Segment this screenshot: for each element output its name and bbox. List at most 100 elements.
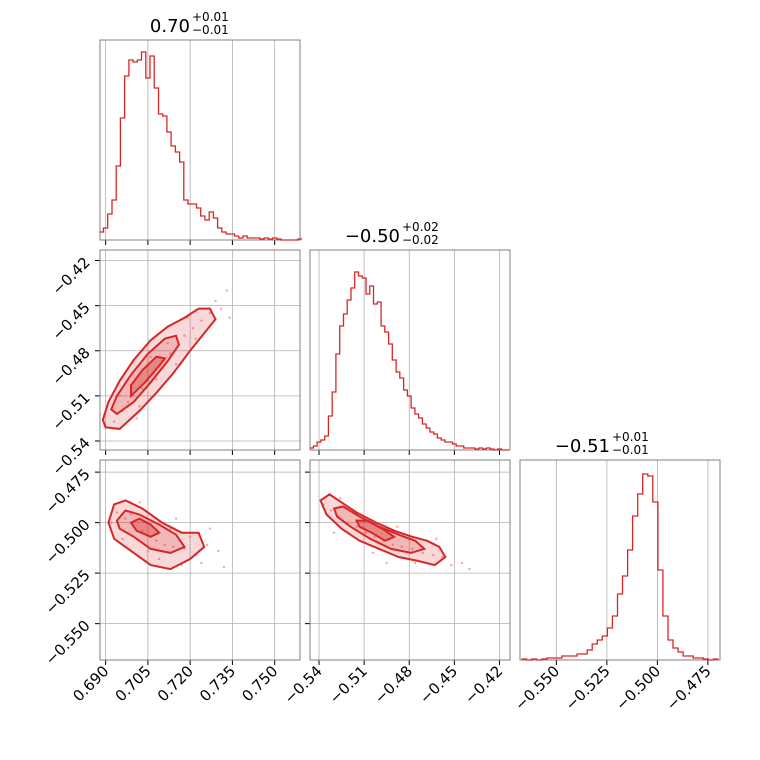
histogram-bin	[567, 656, 572, 660]
histogram-panel-0	[99, 39, 303, 245]
histogram-bin	[192, 204, 196, 240]
contour-inner	[332, 505, 427, 554]
histogram-bin	[693, 658, 698, 660]
sample-point	[112, 420, 116, 423]
histogram-bin	[171, 146, 175, 240]
histogram-bin	[175, 152, 179, 240]
histogram-bin	[392, 360, 396, 450]
histogram-bin	[184, 200, 188, 240]
histogram-bin	[572, 656, 577, 660]
histogram-bin	[366, 294, 370, 450]
histogram-bin	[116, 166, 120, 240]
y-tick-label: −0.48	[48, 344, 93, 389]
histogram-bin	[479, 448, 483, 450]
histogram-bin	[490, 449, 494, 450]
sample-point	[124, 517, 127, 520]
histogram-title: −0.51 +0.01−0.01	[555, 430, 649, 457]
histogram-bin	[377, 302, 381, 450]
sample-point	[194, 337, 197, 340]
sample-point	[163, 543, 166, 547]
panel-frame	[99, 459, 301, 661]
histogram-bin	[404, 390, 408, 450]
x-tick-label: 0.705	[112, 662, 155, 705]
histogram-bin	[437, 438, 441, 450]
histogram-bin	[180, 162, 184, 240]
x-tick-label: −0.54	[281, 662, 326, 707]
histogram-bin	[415, 414, 419, 450]
histogram-bin	[256, 238, 260, 240]
histogram-bin	[617, 594, 622, 660]
title-upper-error: +0.01	[612, 430, 649, 444]
histogram-bin	[552, 658, 557, 660]
histogram-bin	[277, 239, 281, 240]
y-tick-label: −0.51	[48, 389, 93, 434]
histogram-bin	[213, 218, 217, 240]
sample-point	[421, 551, 424, 555]
sample-point	[400, 545, 403, 549]
histogram-bin	[230, 234, 234, 240]
sample-point	[217, 549, 220, 553]
histogram-bin	[158, 114, 162, 240]
sample-point	[391, 543, 394, 547]
sample-point	[169, 352, 172, 355]
histogram-line	[309, 271, 509, 451]
histogram-bin	[362, 278, 366, 450]
y-tick-label: −0.525	[42, 566, 94, 618]
sample-point	[200, 319, 203, 322]
histogram-bin	[471, 448, 475, 450]
histogram-bin	[452, 444, 456, 450]
histogram-bin	[146, 78, 150, 240]
histogram-bin	[137, 60, 141, 240]
histogram-bin	[260, 239, 264, 240]
histogram-panel-1	[309, 249, 511, 455]
histogram-bin	[607, 628, 612, 660]
panel-frame	[519, 459, 721, 661]
histogram-bin	[683, 656, 688, 660]
sample-point	[174, 363, 178, 366]
histogram-bin	[400, 378, 404, 450]
x-tick-label: −0.475	[663, 662, 715, 714]
histogram-bin	[456, 446, 460, 450]
histogram-line	[521, 473, 719, 661]
histogram-bin	[218, 228, 222, 240]
histogram-bin	[419, 418, 423, 450]
histogram-bin	[522, 659, 527, 660]
histogram-bin	[104, 228, 108, 240]
histogram-bin	[597, 640, 602, 660]
title-median: −0.51	[555, 436, 610, 457]
sample-point	[172, 545, 175, 549]
sample-point	[450, 563, 453, 567]
sample-point	[228, 316, 231, 319]
sample-point	[373, 535, 376, 538]
histogram-bin	[426, 428, 430, 450]
histogram-bin	[235, 236, 239, 240]
contour-core	[129, 517, 161, 538]
histogram-bin	[239, 238, 243, 240]
histogram-bin	[264, 238, 268, 240]
contour-core	[354, 519, 397, 542]
histogram-bin	[628, 550, 633, 660]
y-tick-label: −0.45	[48, 299, 93, 344]
histogram-bin	[633, 516, 638, 660]
histogram-bin	[713, 659, 718, 660]
sample-point	[219, 307, 223, 310]
sample-point	[155, 378, 158, 381]
histogram-bin	[658, 570, 663, 660]
histogram-bin	[486, 448, 490, 450]
histogram-bin	[167, 132, 171, 240]
histogram-bin	[163, 116, 167, 240]
histogram-bin	[547, 658, 552, 660]
histogram-bin	[351, 288, 355, 450]
histogram-bin	[188, 204, 192, 240]
histogram-bin	[268, 239, 272, 240]
histogram-bin	[638, 494, 643, 660]
sample-point	[121, 537, 124, 540]
histogram-bin	[460, 446, 464, 450]
title-lower-error: −0.01	[192, 23, 229, 37]
panel-frame	[309, 249, 511, 451]
histogram-bin	[592, 644, 597, 660]
histogram-bin	[648, 476, 653, 660]
scatter-panel-0-2	[95, 459, 301, 665]
x-tick-label: 0.735	[196, 662, 239, 705]
histogram-bin	[112, 200, 116, 240]
